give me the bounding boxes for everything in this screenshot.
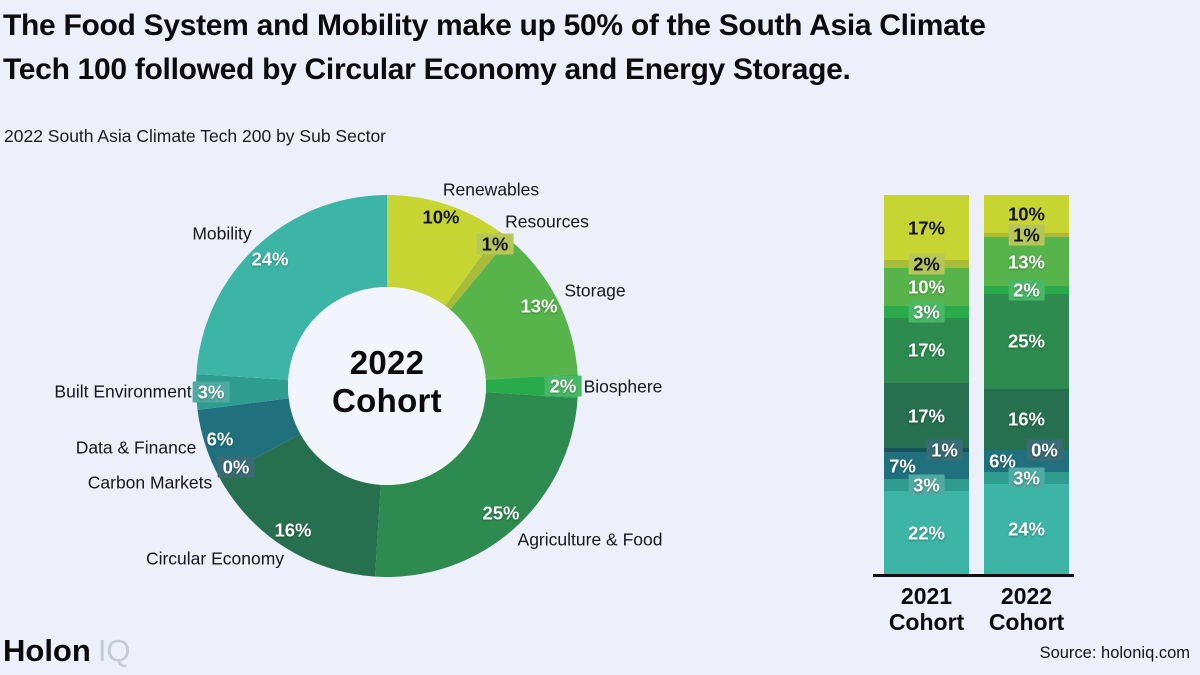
donut-hole [288,287,486,485]
donut-center-word: Cohort [332,382,442,419]
bar-value-label-2022-carbon: 0% [1026,439,1063,461]
donut-sector-label-data_finance: Data & Finance [75,437,197,458]
logo-text-holon: Holon [3,633,91,668]
bar-value-label-2022-renewables: 10% [1007,203,1046,225]
bar-value-label-2022-circular: 16% [1007,408,1046,430]
bar-segment-2021-mobility [884,490,969,575]
donut-slice-mobility [196,195,387,380]
bar-segment-2021-circular [884,383,969,449]
donut-slice-renewables [387,195,500,306]
donut-sector-label-storage: Storage [564,280,626,301]
donut-center-year: 2022 [349,344,425,381]
bar-value-label-2021-circular: 17% [907,405,946,427]
logo-text-iq: IQ [97,633,131,668]
page-title-line-1: The Food System and Mobility make up 50%… [3,9,986,42]
bar-value-label-2022-agriculture: 25% [1007,330,1046,352]
source-credit: Source: holoniq.com [1039,644,1190,662]
donut-value-label-built: 3% [192,381,230,403]
donut-sector-label-biosphere: Biosphere [583,376,663,397]
bar-value-label-2022-data_finance: 6% [989,450,1016,472]
donut-slice-agriculture [375,392,578,577]
bar-segment-2022-mobility [984,483,1069,575]
bar-value-label-2022-biosphere: 2% [1008,279,1045,301]
donut-value-label-renewables: 10% [422,206,460,228]
bar-category-label-2021: 2021 Cohort [888,583,965,635]
donut-sector-label-circular: Circular Economy [145,548,285,569]
page-title: The Food System and Mobility make up 50%… [3,4,986,92]
donut-value-label-storage: 13% [520,295,558,317]
donut-value-label-data_finance: 6% [206,428,234,450]
donut-value-label-circular: 16% [274,519,312,541]
donut-value-label-agriculture: 25% [482,502,520,524]
bar-segment-2021-renewables [884,195,969,261]
page-subtitle: 2022 South Asia Climate Tech 200 by Sub … [4,126,387,146]
donut-value-label-resources: 1% [476,233,514,255]
donut-sector-label-built: Built Environment [54,381,192,402]
donut-center-label: 2022 Cohort [332,344,442,420]
bar-value-label-2021-biosphere: 3% [908,301,945,323]
donut-sector-label-carbon: Carbon Markets [87,472,213,493]
bar-value-label-2022-built: 3% [1008,467,1045,489]
bar-segment-2021-agriculture [884,317,969,384]
bar-axis-line [873,574,1074,577]
donut-sector-label-agriculture: Agriculture & Food [517,529,663,550]
bar-value-label-2022-mobility: 24% [1007,518,1046,540]
bar-value-label-2021-renewables: 17% [907,217,946,239]
bar-value-label-2021-built: 3% [908,474,945,496]
donut-sector-label-mobility: Mobility [192,223,252,244]
page-title-line-2: Tech 100 followed by Circular Economy an… [3,53,851,86]
bar-value-label-2022-storage: 13% [1007,251,1046,272]
bar-value-label-2021-mobility: 22% [907,522,946,544]
bar-value-label-2021-resources: 2% [908,253,945,275]
bar-category-label-2022: 2022 Cohort [988,583,1065,635]
donut-value-label-biosphere: 2% [544,375,582,397]
donut-sector-label-renewables: Renewables [442,179,540,200]
bar-value-label-2022-resources: 1% [1008,224,1045,246]
donut-sector-label-resources: Resources [505,211,589,232]
bar-value-label-2021-carbon: 1% [926,439,963,461]
bar-value-label-2021-storage: 10% [907,276,946,298]
donut-slice-storage [450,238,578,380]
donut-value-label-carbon: 0% [217,456,255,478]
bar-segment-2022-agriculture [984,293,1069,389]
holoniq-logo: Holon IQ [3,634,131,668]
donut-value-label-mobility: 24% [251,248,289,270]
bar-value-label-2021-data_finance: 7% [889,455,916,477]
donut-slice-circular [219,433,381,577]
bar-value-label-2021-agriculture: 17% [907,339,946,361]
